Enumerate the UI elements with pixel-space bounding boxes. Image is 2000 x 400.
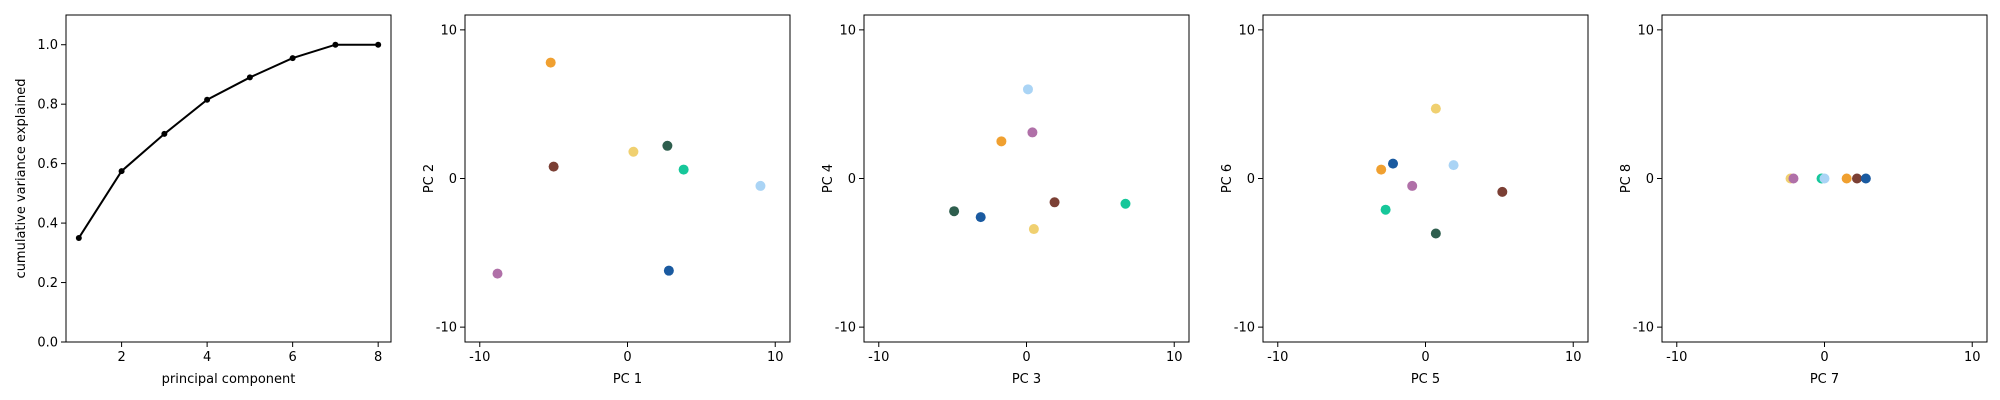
scatter-point: [1028, 224, 1039, 235]
x-tick-label: -10: [868, 350, 889, 365]
y-tick-label: -10: [436, 321, 457, 336]
scatter-point: [1430, 228, 1441, 239]
x-tick-label: -10: [1666, 350, 1687, 365]
y-tick-label: 1.0: [37, 38, 58, 53]
scatter-point: [755, 180, 766, 191]
variance-point: [246, 74, 253, 81]
y-axis-label: PC 6: [1220, 164, 1235, 193]
variance-point: [161, 130, 168, 137]
y-tick-label: 0: [1646, 172, 1654, 187]
scatter-point: [663, 265, 674, 276]
x-tick-label: 0: [623, 350, 631, 365]
x-tick-label: 8: [374, 350, 382, 365]
scatter-point: [1049, 197, 1060, 208]
axes-frame: [863, 14, 1190, 343]
chart-panel-3: -10 0 10 -10 0 10 PC 3 PC 4: [821, 14, 1190, 387]
x-tick-label: 0: [1022, 350, 1030, 365]
scatter-point: [1388, 158, 1398, 169]
y-tick-label: -10: [1234, 321, 1255, 336]
x-axis-label: PC 7: [1810, 372, 1839, 387]
y-tick-label: 0.6: [37, 157, 58, 172]
variance-point: [289, 55, 296, 62]
scatter-point: [1448, 160, 1459, 171]
variance-line: [77, 43, 379, 239]
y-tick-label: 10: [1637, 23, 1654, 38]
y-axis-label: PC 8: [1619, 164, 1634, 193]
x-tick-label: 10: [1565, 350, 1582, 365]
chart-panel-5: -10 0 10 -10 0 10 PC 7 PC 8: [1619, 14, 1988, 387]
chart-panel-2: -10 0 10 -10 0 10 PC 1 PC 2: [422, 14, 791, 387]
scatter-point: [1376, 164, 1387, 175]
y-axis-label: PC 2: [422, 164, 437, 193]
x-tick-label: 10: [1964, 350, 1981, 365]
x-tick-label: -10: [469, 350, 490, 365]
scatter-point: [949, 206, 960, 217]
scatter-point: [996, 136, 1007, 147]
chart-panel-4: -10 0 10 -10 0 10 PC 5 PC 6: [1220, 14, 1589, 387]
scatter-point: [548, 161, 559, 172]
scatter-point: [662, 140, 673, 151]
x-axis-label: PC 5: [1411, 372, 1440, 387]
y-tick-label: 0: [449, 172, 457, 187]
scatter-point: [1430, 103, 1441, 114]
y-tick-label: 0: [1247, 172, 1255, 187]
variance-point: [75, 234, 82, 241]
variance-point: [204, 96, 211, 103]
y-tick-label: 0.8: [37, 98, 58, 113]
y-tick-label: -10: [835, 321, 856, 336]
scatter-point: [975, 212, 986, 223]
y-tick-label: 0: [848, 172, 856, 187]
scatter-point: [1497, 186, 1508, 197]
scatter-point: [628, 146, 639, 157]
scatter-point: [1022, 84, 1033, 95]
y-tick-label: 10: [839, 23, 856, 38]
scatter-point: [1027, 127, 1038, 138]
x-tick-label: 2: [117, 350, 125, 365]
x-tick-label: 10: [1166, 350, 1183, 365]
x-tick-label: 10: [767, 350, 784, 365]
y-tick-label: 0.4: [37, 217, 58, 232]
x-tick-label: 4: [203, 350, 211, 365]
y-tick-label: 10: [1238, 23, 1255, 38]
scatter-point: [1788, 173, 1799, 184]
x-axis-label: PC 1: [613, 372, 642, 387]
axes-frame: [464, 14, 791, 343]
scatter-point: [1852, 173, 1862, 184]
x-tick-label: -10: [1267, 350, 1288, 365]
scatter-point: [1407, 180, 1418, 191]
chart-panel-1: 2 4 6 8 0.0 0.2 0.4 0.6 0.8 1.0 principal componen…: [14, 14, 392, 387]
x-axis-label: PC 3: [1012, 372, 1041, 387]
axes-frame: [65, 14, 392, 343]
variance-point: [375, 41, 382, 48]
scatter-point: [1819, 173, 1830, 184]
y-axis-label: cumulative variance explained: [14, 79, 29, 279]
y-tick-label: 10: [440, 23, 457, 38]
y-tick-label: 0.2: [37, 276, 58, 291]
y-tick-label: 0.0: [37, 336, 58, 351]
scatter-point: [1860, 173, 1871, 184]
scatter-point: [492, 268, 503, 279]
x-tick-label: 0: [1421, 350, 1429, 365]
x-tick-label: 6: [289, 350, 297, 365]
y-axis-label: PC 4: [821, 164, 836, 193]
axes-frame: [1262, 14, 1589, 343]
scatter-point: [1841, 173, 1852, 184]
scatter-point: [1120, 198, 1131, 209]
variance-point: [118, 168, 125, 175]
variance-point: [332, 41, 339, 48]
scatter-point: [1380, 204, 1391, 215]
y-tick-label: -10: [1633, 321, 1654, 336]
scatter-point: [545, 57, 556, 68]
x-tick-label: 0: [1820, 350, 1828, 365]
scatter-point: [678, 164, 689, 175]
x-axis-label: principal component: [162, 372, 296, 387]
